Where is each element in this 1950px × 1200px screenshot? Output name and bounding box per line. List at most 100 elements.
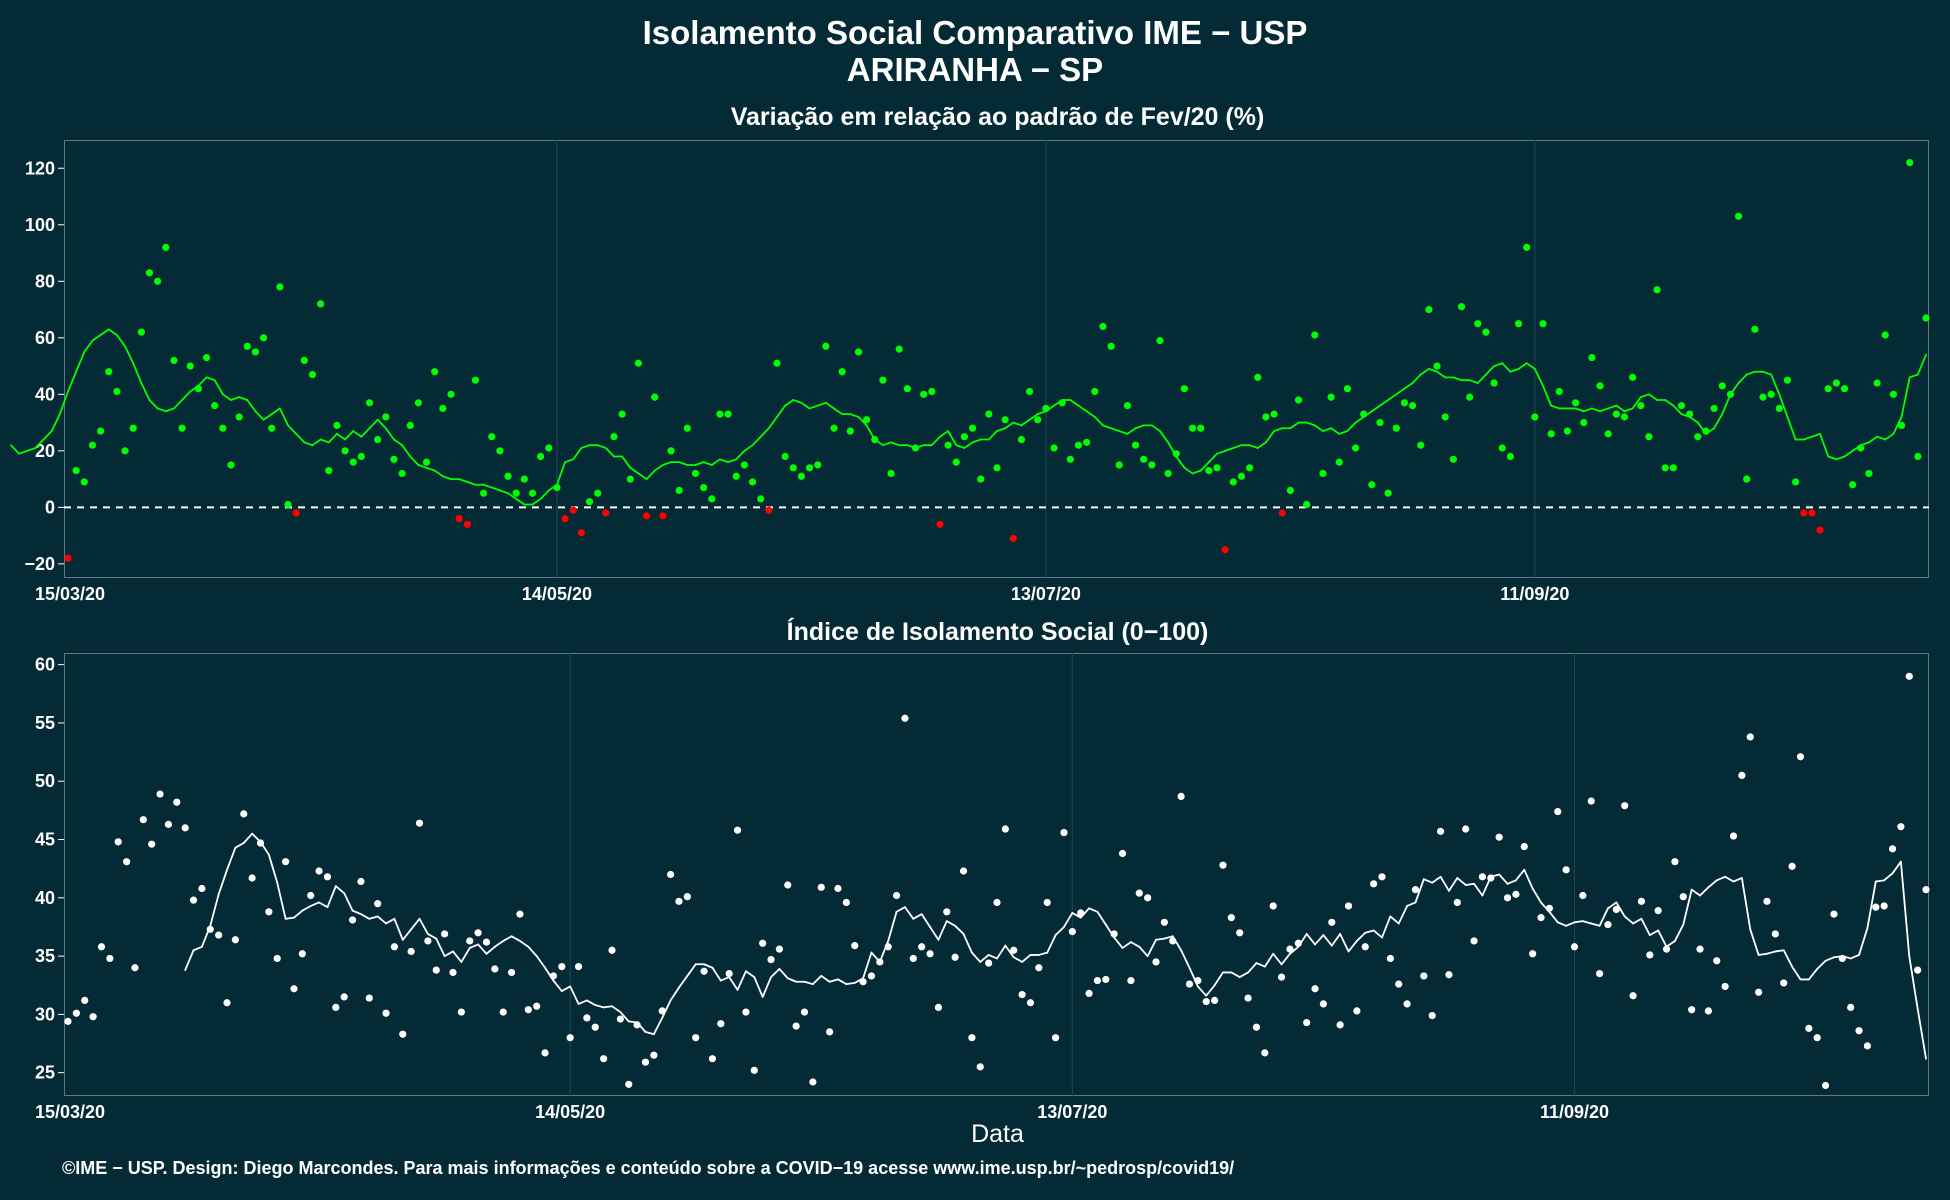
moving-average-segment (1063, 912, 1074, 928)
moving-average-segment (75, 351, 86, 373)
moving-average-segment (221, 393, 232, 401)
data-point (1395, 980, 1403, 988)
data-point (64, 1017, 72, 1025)
data-point (504, 472, 512, 480)
moving-average-segment (728, 976, 739, 991)
moving-average-segment (1811, 432, 1821, 438)
data-point (928, 387, 936, 396)
data-point (507, 968, 516, 977)
data-point (424, 937, 432, 945)
moving-average-segment (887, 910, 898, 942)
data-point (1091, 387, 1099, 396)
data-point (1881, 331, 1889, 339)
moving-average-segment (1305, 421, 1316, 427)
data-point (298, 950, 306, 958)
moving-average-segment (1199, 461, 1210, 472)
data-point (1563, 427, 1572, 435)
moving-average-segment (209, 893, 220, 927)
data-point (1425, 305, 1433, 314)
data-point (1816, 526, 1824, 534)
moving-average-segment (284, 916, 295, 920)
data-point (724, 410, 732, 418)
data-point (414, 399, 423, 407)
moving-average-segment (91, 334, 102, 342)
moving-average-segment (234, 842, 245, 849)
data-point (683, 424, 691, 432)
data-point (1135, 889, 1143, 897)
data-point (463, 520, 471, 528)
moving-average-segment (954, 924, 965, 935)
data-point (642, 512, 651, 520)
data-point (993, 898, 1001, 907)
data-point (909, 954, 917, 963)
data-point (944, 441, 952, 449)
moving-average-segment (1248, 444, 1259, 449)
moving-average-segment (1230, 971, 1241, 978)
data-point (432, 966, 440, 974)
data-point (194, 385, 202, 393)
data-point (1726, 390, 1735, 398)
moving-average-segment (1163, 935, 1174, 940)
data-point (131, 964, 139, 972)
moving-average-segment (645, 469, 656, 480)
moving-average-segment (1448, 877, 1459, 892)
data-point (1654, 907, 1662, 915)
data-point (422, 458, 431, 466)
moving-average-segment (1146, 938, 1157, 958)
moving-average-segment (1509, 367, 1520, 373)
moving-average-segment (173, 399, 183, 410)
data-point (1343, 385, 1352, 393)
data-point (1751, 325, 1759, 333)
data-point (1669, 464, 1677, 472)
moving-average-segment (1866, 880, 1877, 930)
data-point (1873, 379, 1881, 387)
data-point (323, 873, 332, 881)
y-tick-label: 40 (35, 384, 55, 404)
data-point (797, 472, 806, 480)
x-tick-label: 15/03/20 (35, 1102, 105, 1122)
moving-average-segment (1724, 875, 1735, 883)
data-point (273, 954, 281, 963)
data-point (243, 342, 251, 350)
moving-average-segment (816, 401, 827, 407)
data-point (256, 839, 265, 847)
data-point (1294, 939, 1302, 947)
data-point (1436, 827, 1445, 835)
moving-average-segment (1648, 929, 1660, 937)
data-point (1653, 286, 1661, 294)
data-point (113, 387, 121, 396)
data-point (717, 1020, 725, 1028)
moving-average-segment (711, 966, 722, 982)
data-point (1172, 450, 1180, 458)
data-point (1830, 910, 1838, 918)
moving-average-segment (1265, 430, 1275, 444)
moving-average-segment (828, 978, 839, 983)
moving-average-segment (10, 444, 21, 455)
moving-average-segment (1883, 872, 1894, 882)
moving-average-segment (652, 1016, 664, 1036)
data-point (406, 421, 414, 430)
moving-average-segment (1517, 362, 1528, 370)
data-point (1537, 914, 1545, 922)
data-point (1880, 902, 1888, 910)
data-point (968, 424, 977, 432)
moving-average-segment (1515, 868, 1526, 882)
moving-average-segment (1599, 407, 1610, 413)
x-tick-label: 13/07/20 (1037, 1102, 1107, 1122)
data-point (805, 464, 814, 472)
x-tick-label: 14/05/20 (535, 1102, 605, 1122)
data-point (1686, 410, 1694, 418)
data-point (545, 444, 553, 452)
moving-average-segment (1452, 376, 1463, 382)
moving-average-segment (743, 444, 754, 452)
moving-average-segment (963, 441, 974, 449)
chart-subtitle: ARIRANHA − SP (846, 51, 1104, 88)
data-point (1865, 469, 1873, 478)
data-point (496, 447, 504, 455)
data-point (879, 376, 887, 384)
moving-average-segment (1021, 954, 1032, 963)
data-point (1621, 802, 1629, 810)
moving-average-segment (1682, 888, 1693, 926)
moving-average-segment (1715, 875, 1727, 882)
x-tick-label: 11/09/20 (1540, 1102, 1609, 1122)
